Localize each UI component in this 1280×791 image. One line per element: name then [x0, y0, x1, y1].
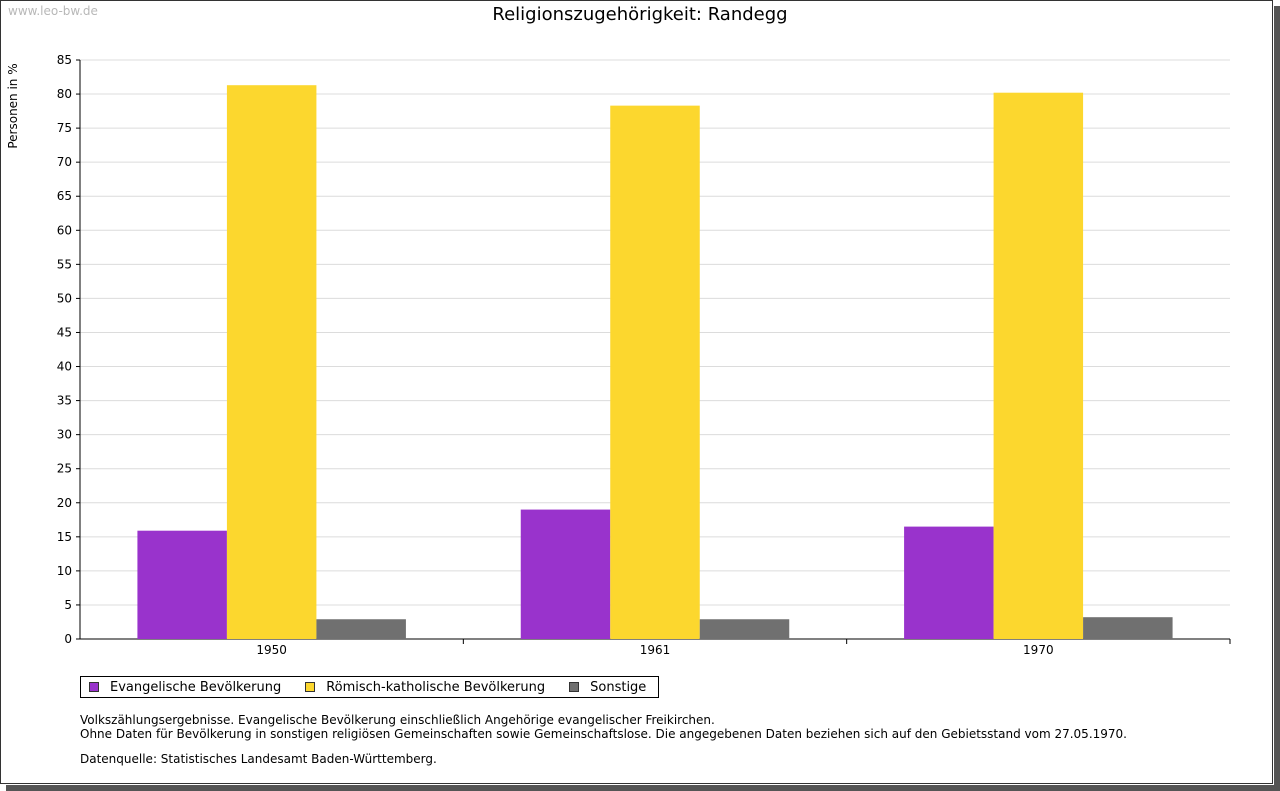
x-tick-label: 1970 [1023, 643, 1054, 657]
chart-title: Religionszugehörigkeit: Randegg [492, 4, 788, 25]
y-tick-label: 50 [57, 291, 72, 305]
y-tick-label: 80 [57, 87, 72, 101]
frame-shadow-right [1274, 6, 1280, 791]
y-tick-label: 65 [57, 189, 72, 203]
y-tick-label: 10 [57, 564, 72, 578]
legend-item-evangelisch: Evangelische Bevölkerung [89, 680, 281, 695]
watermark: www.leo-bw.de [8, 4, 98, 18]
note-line: Volkszählungsergebnisse. Evangelische Be… [80, 713, 715, 727]
bar [993, 92, 1084, 639]
y-tick-label: 15 [57, 530, 72, 544]
y-tick-label: 5 [64, 598, 72, 612]
legend-item-sonstige: Sonstige [569, 680, 646, 695]
note-line: Ohne Daten für Bevölkerung in sonstigen … [80, 727, 1127, 741]
y-tick-label: 45 [57, 325, 72, 339]
bar [316, 619, 406, 639]
x-tick-label: 1961 [640, 643, 671, 657]
bar [699, 619, 790, 639]
bar [520, 509, 611, 639]
data-source: Datenquelle: Statistisches Landesamt Bad… [80, 752, 437, 766]
frame-shadow-bottom [6, 785, 1280, 791]
legend-swatch [89, 682, 99, 692]
bar [610, 105, 700, 640]
legend: Evangelische Bevölkerung Römisch-katholi… [80, 676, 660, 698]
legend-label: Sonstige [590, 679, 647, 695]
y-tick-label: 60 [57, 223, 72, 237]
y-tick-label: 85 [57, 53, 72, 67]
y-tick-label: 20 [57, 496, 72, 510]
bar [137, 530, 227, 639]
legend-swatch [305, 682, 316, 692]
legend-label: Evangelische Bevölkerung [110, 679, 282, 695]
y-tick-label: 30 [57, 428, 72, 442]
chart-notes: Volkszählungsergebnisse. Evangelische Be… [80, 713, 1127, 741]
bar [1083, 617, 1173, 639]
y-tick-label: 25 [57, 462, 72, 476]
y-tick-label: 75 [57, 121, 72, 135]
y-tick-label: 35 [57, 394, 72, 408]
legend-item-katholisch: Römisch-katholische Bevölkerung [305, 680, 545, 695]
y-tick-label: 40 [57, 360, 72, 374]
y-tick-label: 70 [57, 155, 72, 169]
legend-swatch [569, 682, 580, 692]
x-tick-label: 1950 [256, 643, 287, 657]
bar [226, 85, 317, 639]
y-tick-label: 0 [64, 632, 72, 646]
y-tick-label: 55 [57, 257, 72, 271]
legend-label: Römisch-katholische Bevölkerung [326, 679, 546, 695]
bar [904, 526, 994, 639]
